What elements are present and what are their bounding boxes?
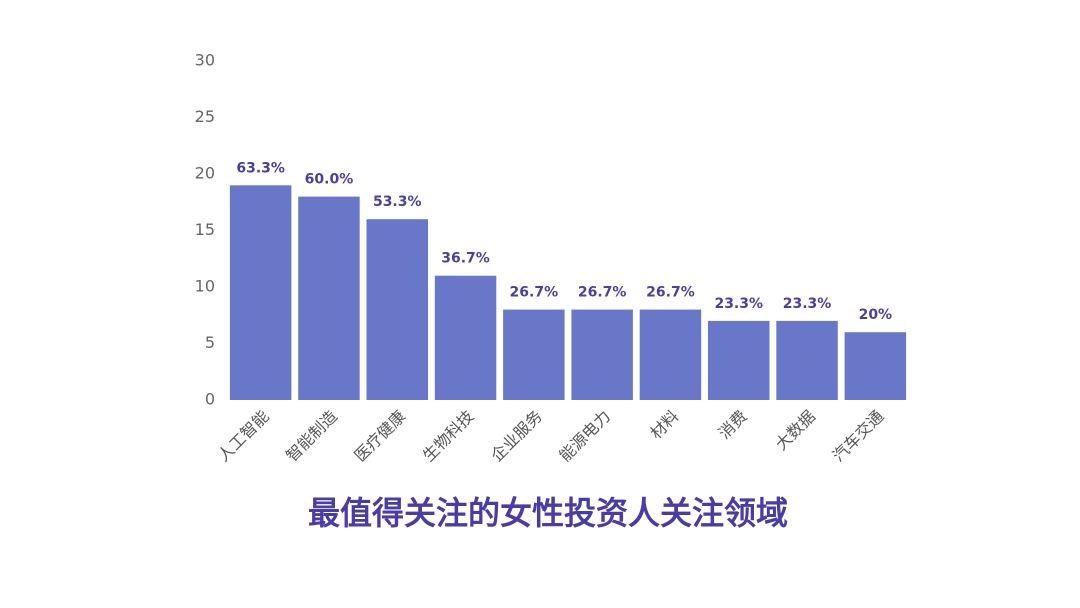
y-tick-label: 25 (195, 107, 215, 126)
bar (298, 196, 360, 400)
x-tick-label: 材料 (646, 407, 682, 443)
x-tick-label: 汽车交通 (829, 407, 888, 466)
value-label: 60.0% (305, 172, 354, 188)
x-tick-label: 智能制造 (282, 407, 341, 466)
chart-title: 最值得关注的女性投资人关注领域 (308, 494, 788, 532)
value-label: 36.7% (441, 251, 490, 267)
value-label: 26.7% (578, 285, 627, 301)
x-tick-label: 消费 (715, 407, 751, 443)
bar (571, 309, 633, 400)
y-tick-label: 30 (195, 51, 215, 70)
bar (503, 309, 565, 400)
y-tick-label: 10 (195, 277, 215, 296)
bar (434, 275, 497, 400)
value-label: 63.3% (236, 160, 285, 176)
bar (639, 309, 702, 400)
value-label: 23.3% (783, 296, 832, 312)
value-label: 53.3% (373, 194, 422, 210)
value-label: 23.3% (714, 296, 763, 312)
x-tick-label: 医疗健康 (351, 407, 410, 466)
value-label: 26.7% (646, 285, 695, 301)
y-tick-label: 5 (205, 333, 215, 352)
x-tick-label: 大数据 (772, 407, 819, 454)
bar (229, 185, 292, 400)
bar (708, 320, 770, 400)
y-tick-label: 15 (195, 220, 215, 239)
y-tick-label: 20 (195, 164, 215, 183)
x-tick-label: 企业服务 (487, 407, 546, 466)
value-label: 26.7% (510, 285, 559, 301)
y-tick-label: 0 (205, 390, 215, 409)
x-tick-label: 生物科技 (419, 407, 478, 466)
x-tick-label: 人工智能 (214, 407, 273, 466)
x-tick-label: 能源电力 (555, 407, 614, 466)
value-label: 20% (859, 307, 893, 323)
bar (776, 320, 838, 400)
bar (366, 219, 428, 400)
bar (844, 332, 907, 400)
